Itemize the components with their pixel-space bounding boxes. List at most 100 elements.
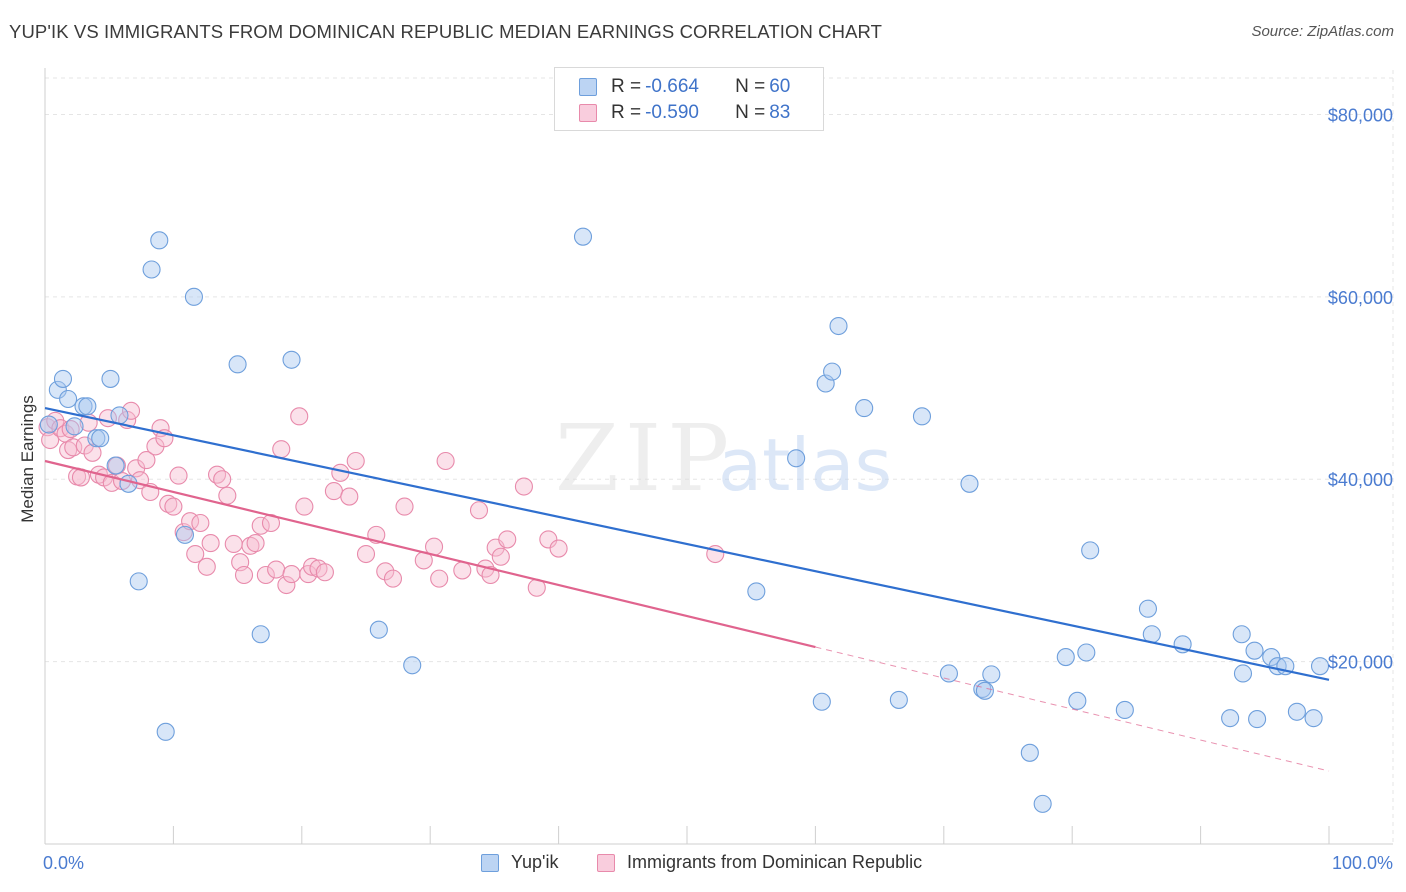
point-dominican-republic: [164, 497, 183, 516]
point-yupik: [48, 380, 67, 399]
point-dominican-republic: [453, 561, 472, 580]
point-yupik: [251, 625, 270, 644]
legend-row-yupik: R = -0.664 N = 60: [579, 75, 790, 99]
y-tick-label: $80,000: [1328, 105, 1393, 125]
point-dominican-republic: [251, 516, 270, 535]
point-dominican-republic: [234, 565, 254, 585]
trend-line-yupik: [44, 407, 1330, 681]
y-tick-label: $20,000: [1328, 653, 1393, 673]
point-yupik: [939, 664, 958, 683]
point-dominican-republic: [376, 562, 395, 581]
point-yupik: [175, 525, 195, 544]
point-yupik: [829, 316, 848, 336]
point-yupik: [823, 362, 842, 381]
legend-item-dominican[interactable]: Immigrants from Dominican Republic: [597, 852, 922, 873]
source-label: Source: ZipAtlas.com: [1251, 23, 1394, 40]
point-dominican-republic: [218, 486, 237, 505]
point-dominican-republic: [290, 407, 309, 426]
watermark-atlas: atlas: [718, 423, 892, 507]
point-yupik: [1115, 700, 1134, 720]
x-tick-label-end: 100.0%: [1332, 853, 1393, 873]
point-dominican-republic: [267, 560, 286, 579]
point-dominican-republic: [498, 530, 517, 549]
legend-r-label: R =: [611, 102, 642, 123]
point-dominican-republic: [256, 565, 275, 585]
point-yupik: [1221, 709, 1240, 728]
point-yupik: [65, 417, 84, 436]
point-yupik: [573, 227, 593, 246]
point-dominican-republic: [159, 494, 178, 513]
axis-labels: $20,000 $40,000 $60,000 $80,000 0.0% 100.0% Me…: [18, 105, 1393, 873]
point-dominican-republic: [514, 477, 533, 496]
legend-label-dominican: Immigrants from Dominican Republic: [627, 852, 923, 872]
point-dominican-republic: [197, 557, 216, 576]
watermark: ZIP atlas: [555, 405, 892, 512]
legend-swatch-pink: [579, 104, 597, 122]
point-dominican-republic: [491, 547, 510, 566]
point-dominican-republic: [272, 440, 291, 459]
series-legend: Yup'ik Immigrants from Dominican Republi…: [0, 852, 1406, 876]
point-yupik: [1248, 710, 1267, 729]
correlation-legend: R = -0.664 N = 60 R = -0.590 N = 83: [554, 67, 824, 131]
point-yupik: [106, 456, 125, 475]
point-dominican-republic: [75, 436, 94, 455]
point-dominican-republic: [430, 569, 449, 588]
series-yupik: [39, 227, 1330, 813]
legend-swatch-blue: [481, 853, 499, 872]
point-yupik: [87, 429, 106, 448]
point-yupik: [787, 449, 806, 468]
point-dominican-republic: [340, 487, 359, 506]
point-yupik: [1056, 648, 1075, 667]
y-tick-label: $60,000: [1328, 288, 1393, 308]
point-yupik: [184, 287, 203, 306]
point-yupik: [816, 374, 835, 393]
legend-item-yupik[interactable]: Yup'ik: [481, 852, 558, 873]
point-dominican-republic: [137, 451, 156, 470]
trend-line-dominican-solid: [44, 459, 816, 649]
point-yupik: [1232, 625, 1251, 644]
point-yupik: [39, 415, 58, 434]
legend-swatch-blue: [579, 78, 597, 96]
point-dominican-republic: [436, 451, 455, 471]
y-axis-title: Median Earnings: [18, 395, 37, 523]
point-yupik: [129, 572, 148, 591]
y-tick-label: $40,000: [1328, 470, 1393, 490]
point-yupik: [1245, 641, 1264, 660]
legend-r-value: -0.590: [645, 102, 699, 123]
point-dominican-republic: [191, 513, 210, 533]
point-yupik: [53, 369, 73, 388]
point-dominican-republic: [383, 569, 403, 588]
point-yupik: [889, 690, 908, 709]
point-dominican-republic: [186, 544, 205, 564]
point-dominican-republic: [64, 438, 83, 457]
point-yupik: [1262, 648, 1281, 667]
point-dominican-republic: [213, 470, 232, 489]
point-yupik: [1068, 691, 1087, 710]
point-dominican-republic: [469, 501, 489, 520]
legend-n-label: N =: [735, 76, 766, 97]
point-yupik: [119, 474, 138, 493]
point-yupik: [855, 399, 874, 418]
point-dominican-republic: [282, 565, 301, 584]
point-yupik: [912, 407, 932, 426]
point-yupik: [1310, 657, 1330, 676]
point-yupik: [150, 231, 169, 250]
point-yupik: [1020, 743, 1039, 762]
point-dominican-republic: [121, 401, 141, 420]
point-yupik: [1033, 794, 1052, 813]
point-dominican-republic: [356, 544, 376, 564]
legend-n-label: N =: [735, 102, 766, 123]
point-yupik: [960, 474, 979, 493]
chart-title: YUP'IK VS IMMIGRANTS FROM DOMINICAN REPU…: [9, 21, 883, 42]
point-dominican-republic: [324, 482, 343, 501]
point-dominican-republic: [224, 534, 243, 554]
point-yupik: [142, 260, 161, 279]
point-yupik: [1138, 599, 1158, 618]
series-dominican-republic: [38, 401, 725, 597]
point-dominican-republic: [41, 430, 60, 450]
point-dominican-republic: [83, 443, 102, 462]
point-yupik: [59, 389, 78, 409]
point-yupik: [747, 582, 766, 601]
point-dominican-republic: [51, 419, 70, 438]
point-dominican-republic: [246, 534, 265, 553]
